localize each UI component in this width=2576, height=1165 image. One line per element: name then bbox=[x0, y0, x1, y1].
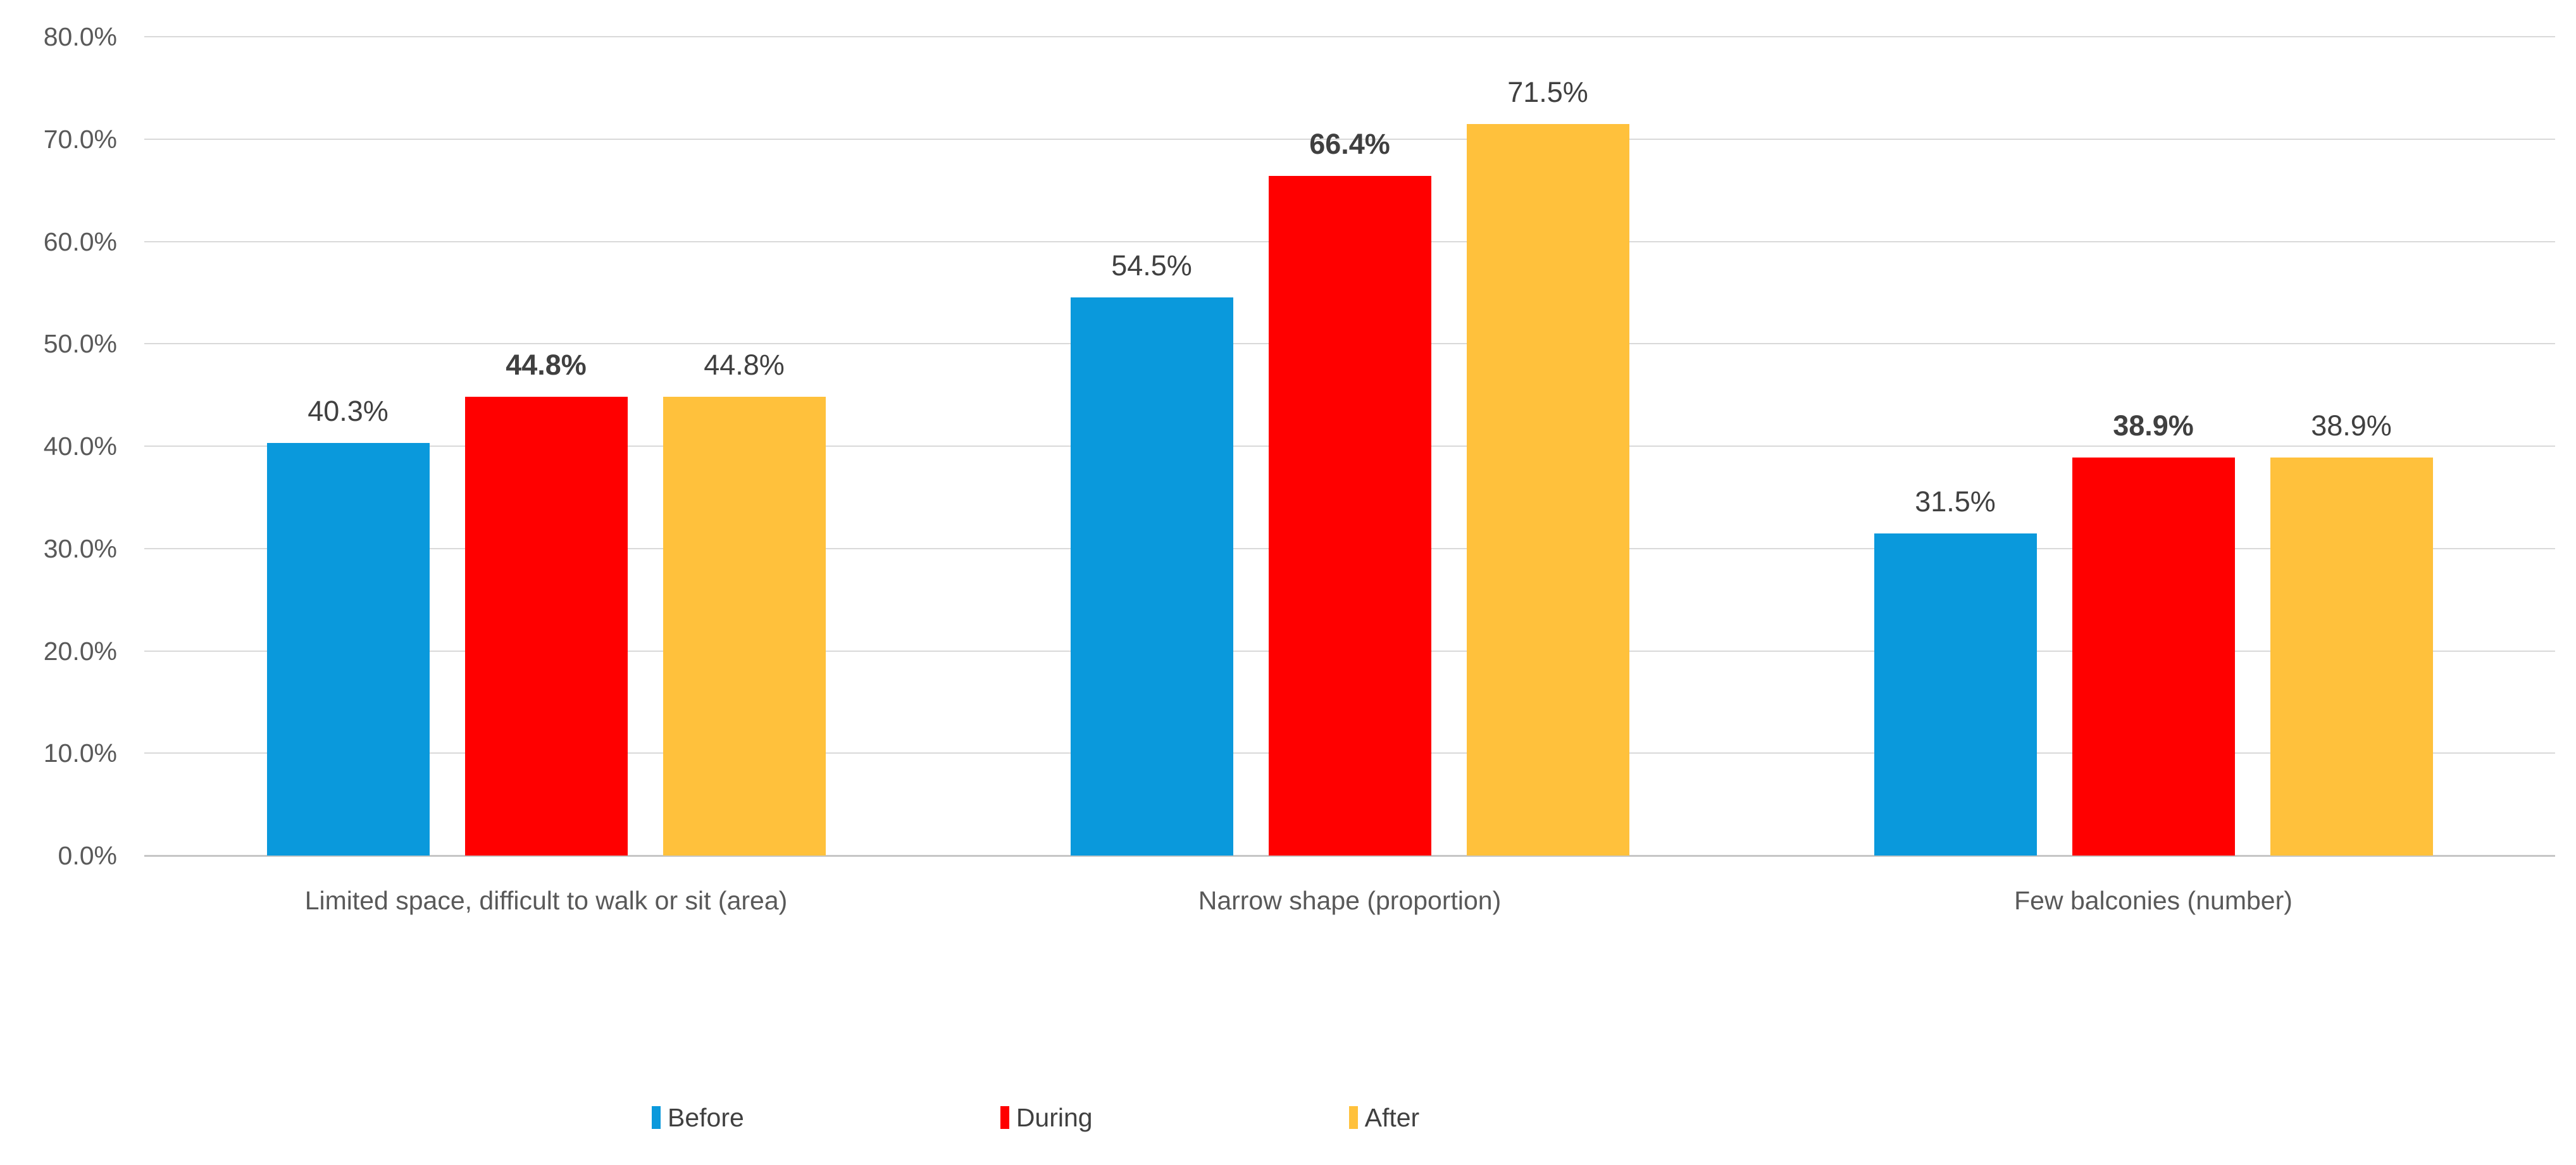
bar-value-label: 44.8% bbox=[506, 349, 587, 382]
x-axis-category-label: Narrow shape (proportion) bbox=[1198, 886, 1502, 915]
y-axis-tick-label: 0.0% bbox=[58, 841, 117, 870]
bar-value-label: 66.4% bbox=[1309, 127, 1390, 160]
bar-value-label: 31.5% bbox=[1915, 485, 1996, 518]
bar-after: 38.9% bbox=[2270, 409, 2433, 856]
bar-value-label: 44.8% bbox=[704, 349, 785, 382]
gridline bbox=[144, 36, 2555, 37]
x-axis-category-label: Limited space, difficult to walk or sit … bbox=[304, 886, 788, 915]
y-axis-tick-label: 30.0% bbox=[43, 533, 117, 563]
gridline bbox=[144, 138, 2555, 140]
legend-label: Before bbox=[668, 1103, 744, 1132]
y-axis-tick-label: 50.0% bbox=[43, 329, 117, 359]
y-axis-tick-label: 40.0% bbox=[43, 432, 117, 461]
bar-value-label: 38.9% bbox=[2311, 409, 2392, 442]
bar-before: 31.5% bbox=[1874, 485, 2037, 856]
bar-during: 66.4% bbox=[1268, 128, 1431, 856]
bar-before: 40.3% bbox=[266, 395, 430, 856]
legend-item-during: During bbox=[1000, 1102, 1093, 1133]
y-axis-tick-label: 20.0% bbox=[43, 636, 117, 666]
bar-group: 54.5% 66.4% 71.5% bbox=[948, 37, 1752, 856]
legend-marker-before bbox=[652, 1106, 661, 1129]
bar-during: 44.8% bbox=[464, 349, 628, 856]
legend-item-before: Before bbox=[652, 1102, 744, 1133]
y-axis-tick-label: 80.0% bbox=[43, 22, 117, 51]
bar-during: 38.9% bbox=[2072, 409, 2235, 856]
bar-value-label: 40.3% bbox=[308, 395, 389, 428]
legend-item-after: After bbox=[1348, 1102, 1420, 1133]
y-axis-tick-label: 70.0% bbox=[43, 124, 117, 154]
bar-value-label: 71.5% bbox=[1507, 75, 1588, 108]
legend: Before During After bbox=[652, 1102, 1419, 1133]
bar-group: 31.5% 38.9% 38.9% bbox=[1752, 37, 2555, 856]
bar-before: 54.5% bbox=[1070, 249, 1233, 856]
bar-value-label: 54.5% bbox=[1111, 249, 1192, 282]
y-axis-tick-label: 60.0% bbox=[43, 227, 117, 256]
legend-label: After bbox=[1364, 1103, 1420, 1132]
y-axis-tick-label: 10.0% bbox=[43, 738, 117, 768]
x-axis-category-label: Few balconies (number) bbox=[2014, 886, 2293, 915]
bar-after: 44.8% bbox=[663, 349, 826, 856]
legend-label: During bbox=[1016, 1103, 1093, 1132]
bar-group: 40.3% 44.8% 44.8% bbox=[144, 37, 948, 856]
legend-marker-during bbox=[1000, 1106, 1009, 1129]
legend-marker-after bbox=[1348, 1106, 1358, 1129]
bar-after: 71.5% bbox=[1466, 76, 1629, 856]
x-axis-line bbox=[144, 855, 2555, 857]
bar-value-label: 38.9% bbox=[2113, 409, 2194, 442]
